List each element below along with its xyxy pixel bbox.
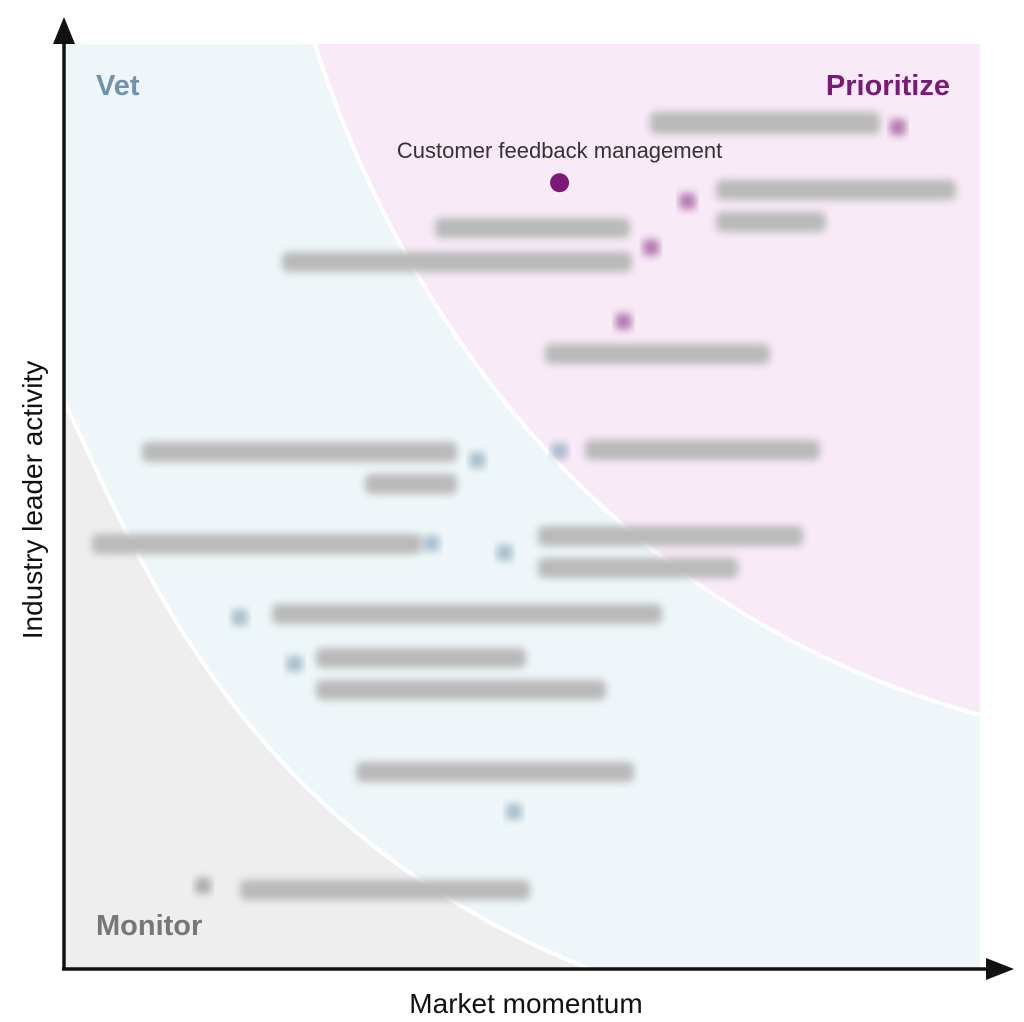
obscured-label-3 <box>435 218 630 238</box>
zone-label-prioritize: Prioritize <box>826 70 950 102</box>
zone-label-vet: Vet <box>96 70 140 102</box>
obscured-label-12 <box>240 880 530 900</box>
obscured-label-3b <box>282 252 632 272</box>
data-point-obscured <box>497 545 513 561</box>
data-point-obscured <box>890 119 906 135</box>
obscured-label-11 <box>356 762 634 782</box>
obscured-label-8 <box>538 526 803 546</box>
data-point-obscured <box>469 452 485 468</box>
obscured-label-10b <box>316 680 606 700</box>
data-point-obscured <box>680 193 696 209</box>
obscured-label-6 <box>142 442 457 462</box>
obscured-label-1 <box>650 112 880 134</box>
data-point-obscured <box>195 878 211 894</box>
data-point-obscured <box>287 656 303 672</box>
data-point-obscured <box>506 804 522 820</box>
y-axis-label: Industry leader activity <box>17 361 48 640</box>
obscured-label-4 <box>545 344 770 364</box>
x-axis-label: Market momentum <box>409 988 642 1019</box>
data-point-label: Customer feedback management <box>397 138 722 163</box>
obscured-label-5 <box>585 440 820 460</box>
data-point-obscured <box>424 536 440 552</box>
obscured-label-6b <box>365 474 457 494</box>
y-axis-arrowhead <box>53 17 75 44</box>
data-point-obscured <box>643 240 659 256</box>
zone-label-monitor: Monitor <box>96 910 202 942</box>
x-axis-arrowhead <box>986 958 1014 980</box>
obscured-label-2b <box>716 212 826 232</box>
obscured-label-7 <box>92 534 422 554</box>
data-point-obscured <box>616 314 632 330</box>
obscured-label-8b <box>538 558 738 578</box>
data-point-obscured <box>232 610 248 626</box>
obscured-label-2 <box>716 180 956 200</box>
data-point <box>550 173 569 192</box>
obscured-label-9 <box>272 604 662 624</box>
data-point-obscured <box>552 443 568 459</box>
obscured-label-10 <box>316 648 526 668</box>
